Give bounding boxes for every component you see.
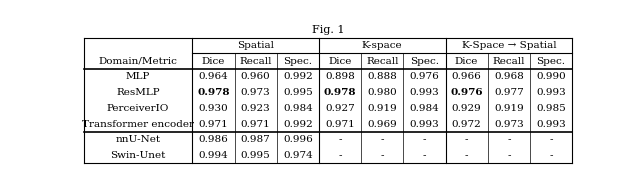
Text: 0.969: 0.969 bbox=[367, 120, 397, 129]
Text: Transformer encoder: Transformer encoder bbox=[82, 120, 194, 129]
Text: -: - bbox=[465, 151, 468, 160]
Text: 0.984: 0.984 bbox=[410, 104, 439, 113]
Text: -: - bbox=[422, 135, 426, 144]
Text: 0.919: 0.919 bbox=[367, 104, 397, 113]
Text: 0.986: 0.986 bbox=[198, 135, 228, 144]
Text: -: - bbox=[422, 151, 426, 160]
Text: Fig. 1: Fig. 1 bbox=[312, 25, 344, 35]
Text: Domain/Metric: Domain/Metric bbox=[99, 57, 177, 66]
Text: 0.971: 0.971 bbox=[325, 120, 355, 129]
Text: -: - bbox=[465, 135, 468, 144]
Text: 0.930: 0.930 bbox=[198, 104, 228, 113]
Text: 0.972: 0.972 bbox=[452, 120, 481, 129]
Text: Recall: Recall bbox=[366, 57, 399, 66]
Text: Spec.: Spec. bbox=[536, 57, 566, 66]
Text: 0.993: 0.993 bbox=[410, 88, 439, 97]
Text: 0.993: 0.993 bbox=[536, 88, 566, 97]
Text: 0.973: 0.973 bbox=[494, 120, 524, 129]
Text: K-Space → Spatial: K-Space → Spatial bbox=[461, 41, 556, 50]
Text: 0.971: 0.971 bbox=[241, 120, 271, 129]
Text: 0.980: 0.980 bbox=[367, 88, 397, 97]
Text: Dice: Dice bbox=[328, 57, 352, 66]
Text: ResMLP: ResMLP bbox=[116, 88, 160, 97]
Text: -: - bbox=[381, 151, 384, 160]
Text: 0.993: 0.993 bbox=[410, 120, 439, 129]
Text: -: - bbox=[549, 135, 553, 144]
Text: 0.992: 0.992 bbox=[283, 120, 313, 129]
Text: 0.919: 0.919 bbox=[494, 104, 524, 113]
Text: 0.898: 0.898 bbox=[325, 72, 355, 81]
Text: 0.995: 0.995 bbox=[241, 151, 271, 160]
Text: 0.984: 0.984 bbox=[283, 104, 313, 113]
Text: -: - bbox=[549, 151, 553, 160]
Text: 0.996: 0.996 bbox=[283, 135, 313, 144]
Text: 0.968: 0.968 bbox=[494, 72, 524, 81]
Text: nnU-Net: nnU-Net bbox=[116, 135, 161, 144]
Text: Dice: Dice bbox=[202, 57, 225, 66]
Text: -: - bbox=[507, 151, 511, 160]
Text: 0.973: 0.973 bbox=[241, 88, 271, 97]
Text: 0.976: 0.976 bbox=[451, 88, 483, 97]
Text: 0.978: 0.978 bbox=[324, 88, 356, 97]
Text: 0.976: 0.976 bbox=[410, 72, 439, 81]
Text: 0.923: 0.923 bbox=[241, 104, 271, 113]
Text: Recall: Recall bbox=[493, 57, 525, 66]
Text: 0.960: 0.960 bbox=[241, 72, 271, 81]
Text: 0.927: 0.927 bbox=[325, 104, 355, 113]
Text: 0.995: 0.995 bbox=[283, 88, 313, 97]
Text: Spec.: Spec. bbox=[410, 57, 439, 66]
Text: 0.987: 0.987 bbox=[241, 135, 271, 144]
Text: 0.985: 0.985 bbox=[536, 104, 566, 113]
Text: 0.966: 0.966 bbox=[452, 72, 481, 81]
Text: -: - bbox=[339, 151, 342, 160]
Text: Spatial: Spatial bbox=[237, 41, 274, 50]
Text: Recall: Recall bbox=[239, 57, 272, 66]
Text: 0.993: 0.993 bbox=[536, 120, 566, 129]
Text: -: - bbox=[507, 135, 511, 144]
Text: 0.888: 0.888 bbox=[367, 72, 397, 81]
Text: Dice: Dice bbox=[455, 57, 478, 66]
Text: 0.929: 0.929 bbox=[452, 104, 481, 113]
Text: 0.964: 0.964 bbox=[198, 72, 228, 81]
Text: -: - bbox=[381, 135, 384, 144]
Text: 0.992: 0.992 bbox=[283, 72, 313, 81]
Text: 0.990: 0.990 bbox=[536, 72, 566, 81]
Text: Swin-Unet: Swin-Unet bbox=[111, 151, 166, 160]
Text: 0.978: 0.978 bbox=[197, 88, 230, 97]
Text: 0.971: 0.971 bbox=[198, 120, 228, 129]
Text: K-space: K-space bbox=[362, 41, 403, 50]
Text: -: - bbox=[339, 135, 342, 144]
Text: 0.974: 0.974 bbox=[283, 151, 313, 160]
Text: Spec.: Spec. bbox=[284, 57, 312, 66]
Text: 0.994: 0.994 bbox=[198, 151, 228, 160]
Text: MLP: MLP bbox=[126, 72, 150, 81]
Text: PerceiverIO: PerceiverIO bbox=[107, 104, 170, 113]
Text: 0.977: 0.977 bbox=[494, 88, 524, 97]
